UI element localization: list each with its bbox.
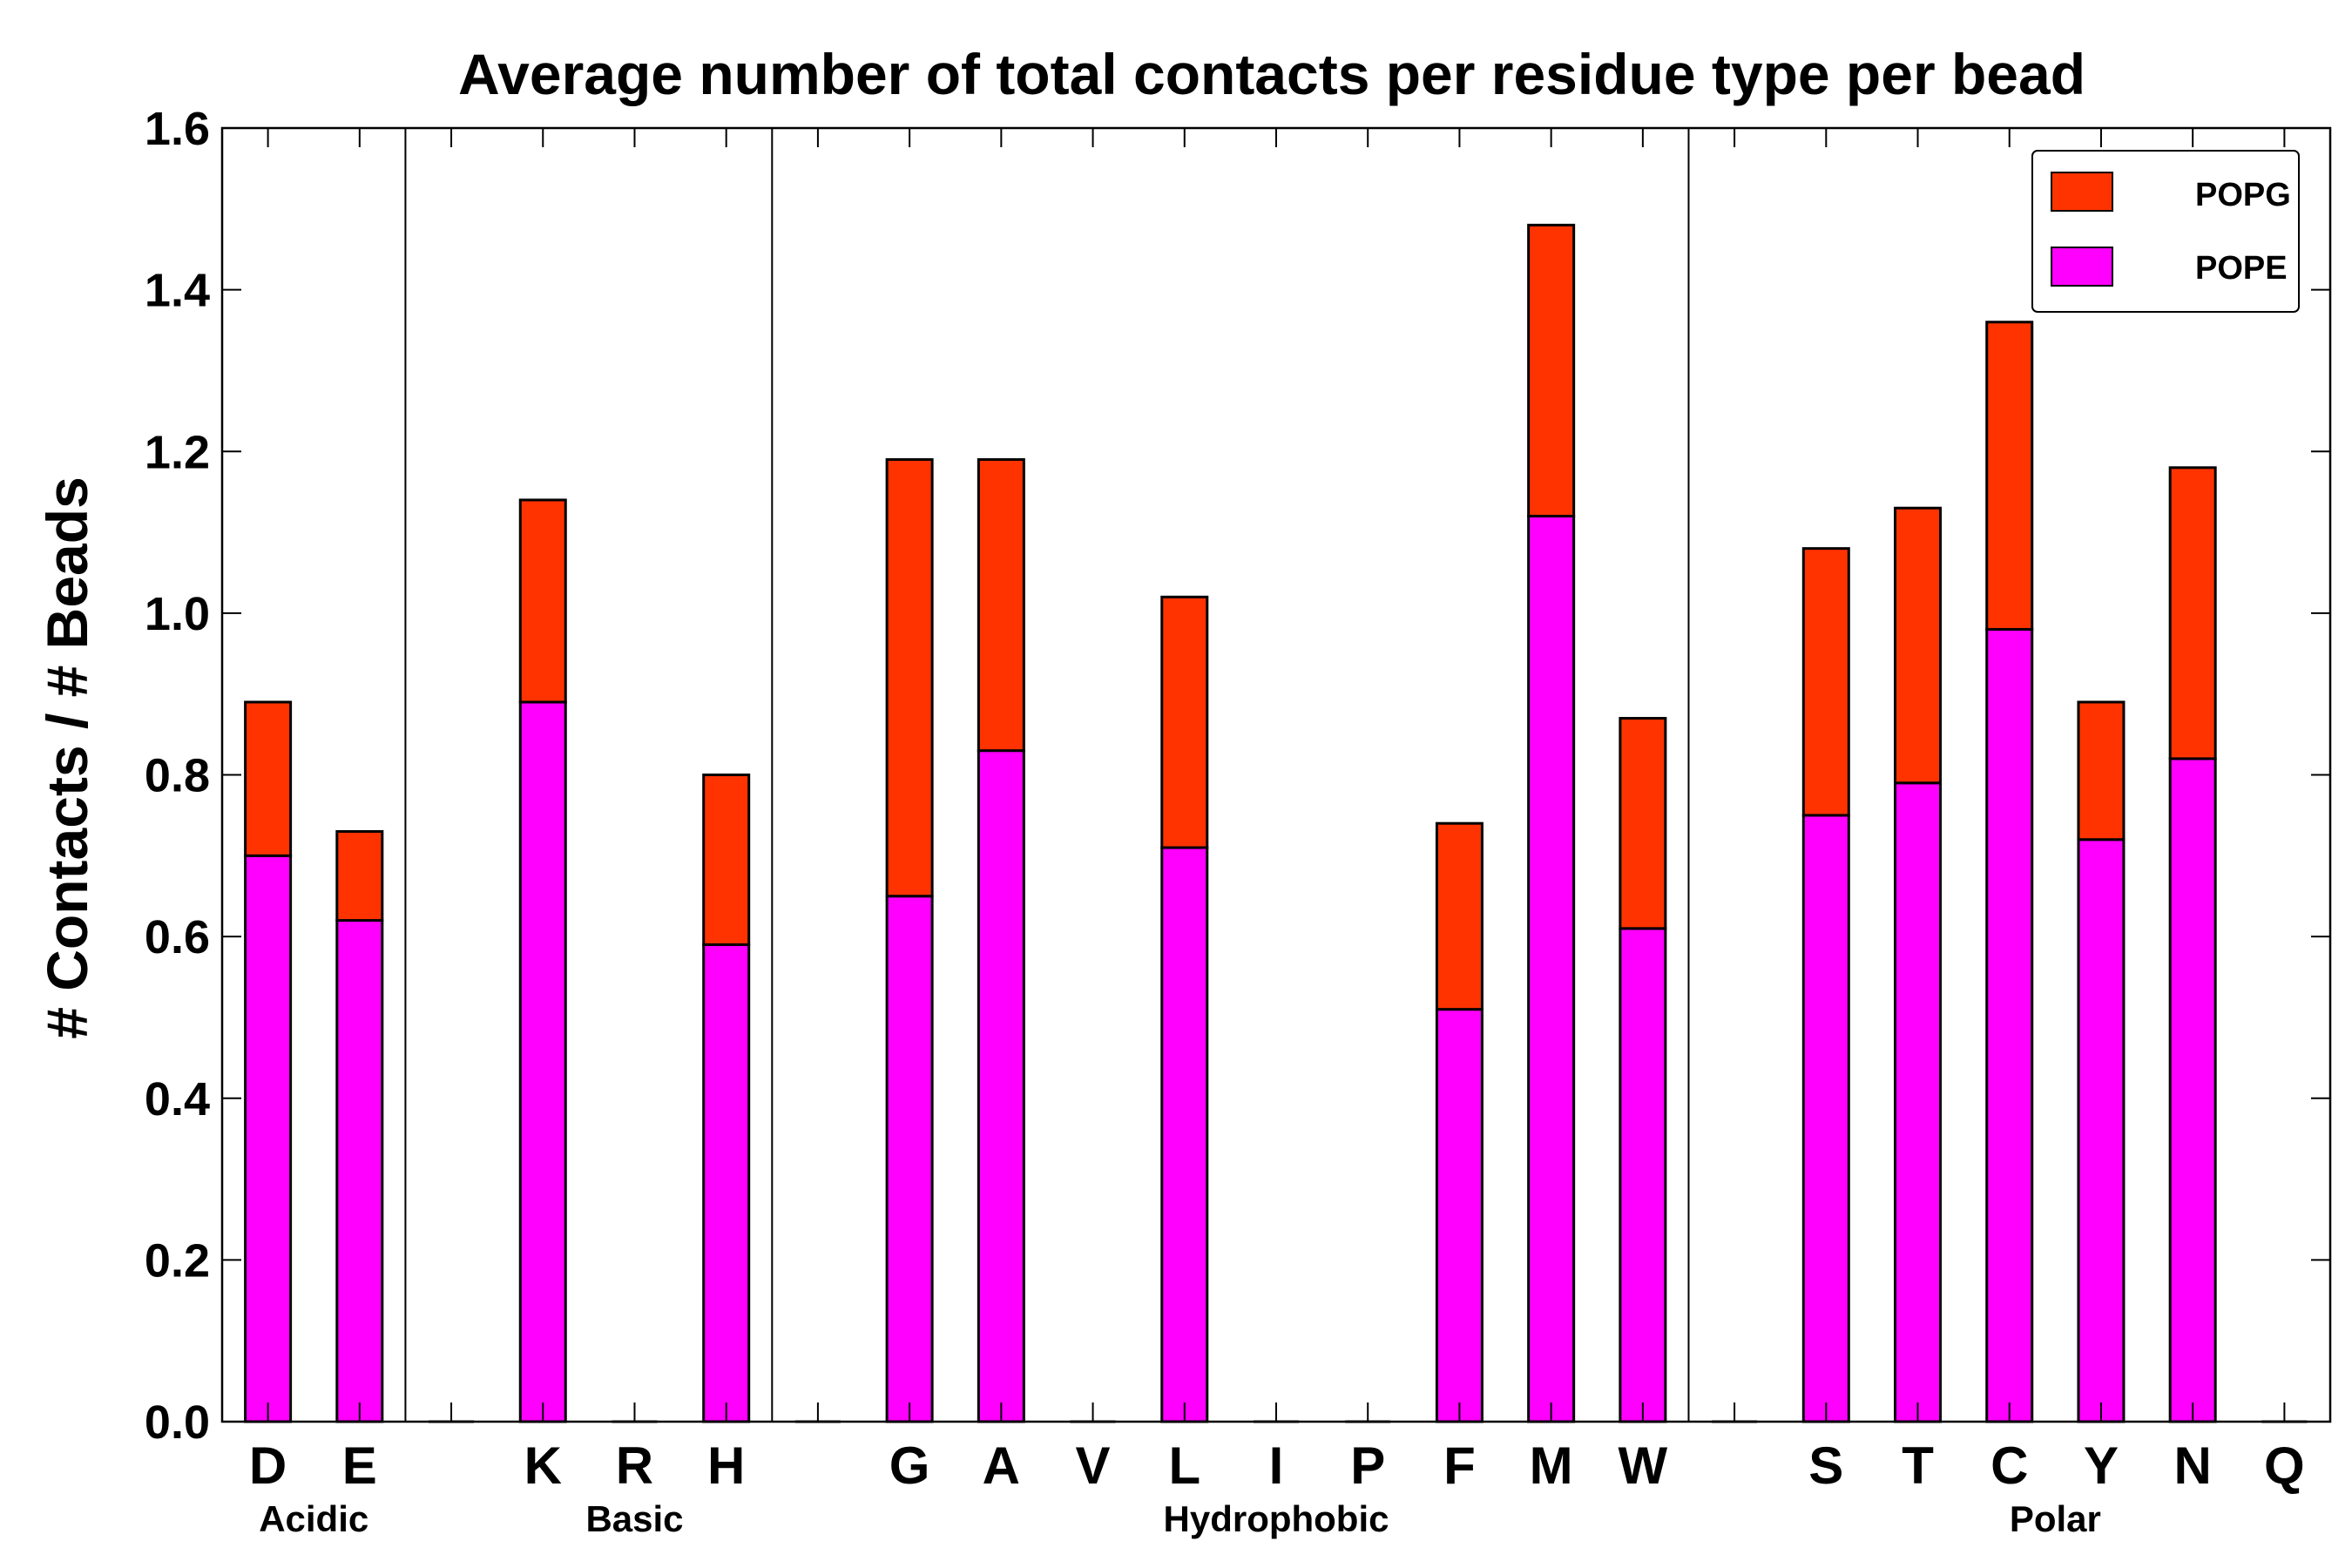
bar-popg-a (977, 458, 1025, 753)
y-tick-label: 1.6 (145, 103, 210, 155)
bar-popg-w (1619, 717, 1667, 930)
x-tick-label-e: E (342, 1436, 377, 1495)
y-tick-label: 1.0 (145, 588, 210, 640)
bar-popg-c (1985, 321, 2034, 631)
legend: POPG POPE (2031, 150, 2300, 313)
bar-pope-l (1160, 846, 1209, 1423)
bar-pope-w (1619, 927, 1667, 1423)
bar-pope-y (2077, 838, 2126, 1423)
group-label-polar: Polar (2010, 1498, 2101, 1539)
x-tick-label-y: Y (2084, 1436, 2119, 1495)
x-tick-label-n: N (2174, 1436, 2212, 1495)
x-tick-label-w: W (1619, 1436, 1668, 1495)
legend-label-popg: POPG (2195, 177, 2291, 213)
bar-pope-c (1985, 627, 2034, 1423)
bar-popg-m (1527, 223, 1576, 517)
y-tick-label: 1.2 (145, 426, 210, 478)
bar-pope-d (244, 854, 293, 1423)
x-tick-label-p: P (1350, 1436, 1385, 1495)
bar-popg-t (1894, 506, 1943, 785)
legend-swatch-popg (2051, 172, 2113, 212)
bar-popg-n (2168, 466, 2217, 760)
bar-popg-e (335, 829, 384, 923)
x-tick-label-k: K (524, 1436, 562, 1495)
bar-pope-s (1801, 814, 1850, 1423)
legend-swatch-pope (2051, 247, 2113, 287)
x-tick-label-r: R (616, 1436, 653, 1495)
bar-popg-g (885, 458, 934, 898)
x-tick-label-c: C (1990, 1436, 2028, 1495)
bar-pope-h (702, 943, 751, 1423)
x-tick-label-d: D (249, 1436, 287, 1495)
y-tick-label: 0.8 (145, 750, 210, 802)
y-tick-label: 0.4 (145, 1073, 210, 1125)
bar-pope-e (335, 919, 384, 1423)
x-tick-label-m: M (1530, 1436, 1573, 1495)
x-tick-label-h: H (707, 1436, 745, 1495)
bar-popg-f (1435, 821, 1484, 1011)
chart-title: Average number of total contacts per res… (458, 42, 2085, 106)
x-tick-label-v: V (1076, 1436, 1111, 1495)
bar-pope-g (885, 895, 934, 1423)
x-tick-label-g: G (889, 1436, 930, 1495)
bar-popg-s (1801, 547, 1850, 817)
x-tick-label-q: Q (2264, 1436, 2305, 1495)
bar-pope-a (977, 749, 1025, 1423)
x-tick-label-l: L (1168, 1436, 1200, 1495)
bar-popg-k (518, 498, 567, 704)
group-label-acidic: Acidic (259, 1498, 368, 1539)
group-label-basic: Basic (585, 1498, 683, 1539)
x-tick-label-f: F (1443, 1436, 1476, 1495)
x-tick-label-s: S (1808, 1436, 1843, 1495)
bar-popg-d (244, 700, 293, 857)
legend-label-pope: POPE (2195, 250, 2288, 287)
y-axis-label: # Contacts / # Beads (35, 476, 99, 1039)
group-label-hydrophobic: Hydrophobic (1164, 1498, 1389, 1539)
y-tick-label: 1.4 (145, 265, 210, 317)
y-tick-label: 0.0 (145, 1396, 210, 1449)
bar-pope-n (2168, 757, 2217, 1423)
bar-pope-f (1435, 1008, 1484, 1423)
y-tick-label: 0.6 (145, 911, 210, 963)
x-tick-label-t: T (1902, 1436, 1934, 1495)
y-tick-label: 0.2 (145, 1234, 210, 1287)
bar-popg-y (2077, 700, 2126, 841)
bar-popg-l (1160, 595, 1209, 849)
x-tick-label-i: I (1269, 1436, 1284, 1495)
x-tick-label-a: A (983, 1436, 1020, 1495)
bar-pope-k (518, 700, 567, 1423)
plot-area: 0.0 0.2 0.4 0.6 0.8 1.0 1.2 1.4 1.6 D E K R H G A V L I P F M… (145, 103, 2332, 1539)
bar-pope-t (1894, 781, 1943, 1423)
bar-pope-m (1527, 515, 1576, 1423)
bar-popg-h (702, 774, 751, 946)
